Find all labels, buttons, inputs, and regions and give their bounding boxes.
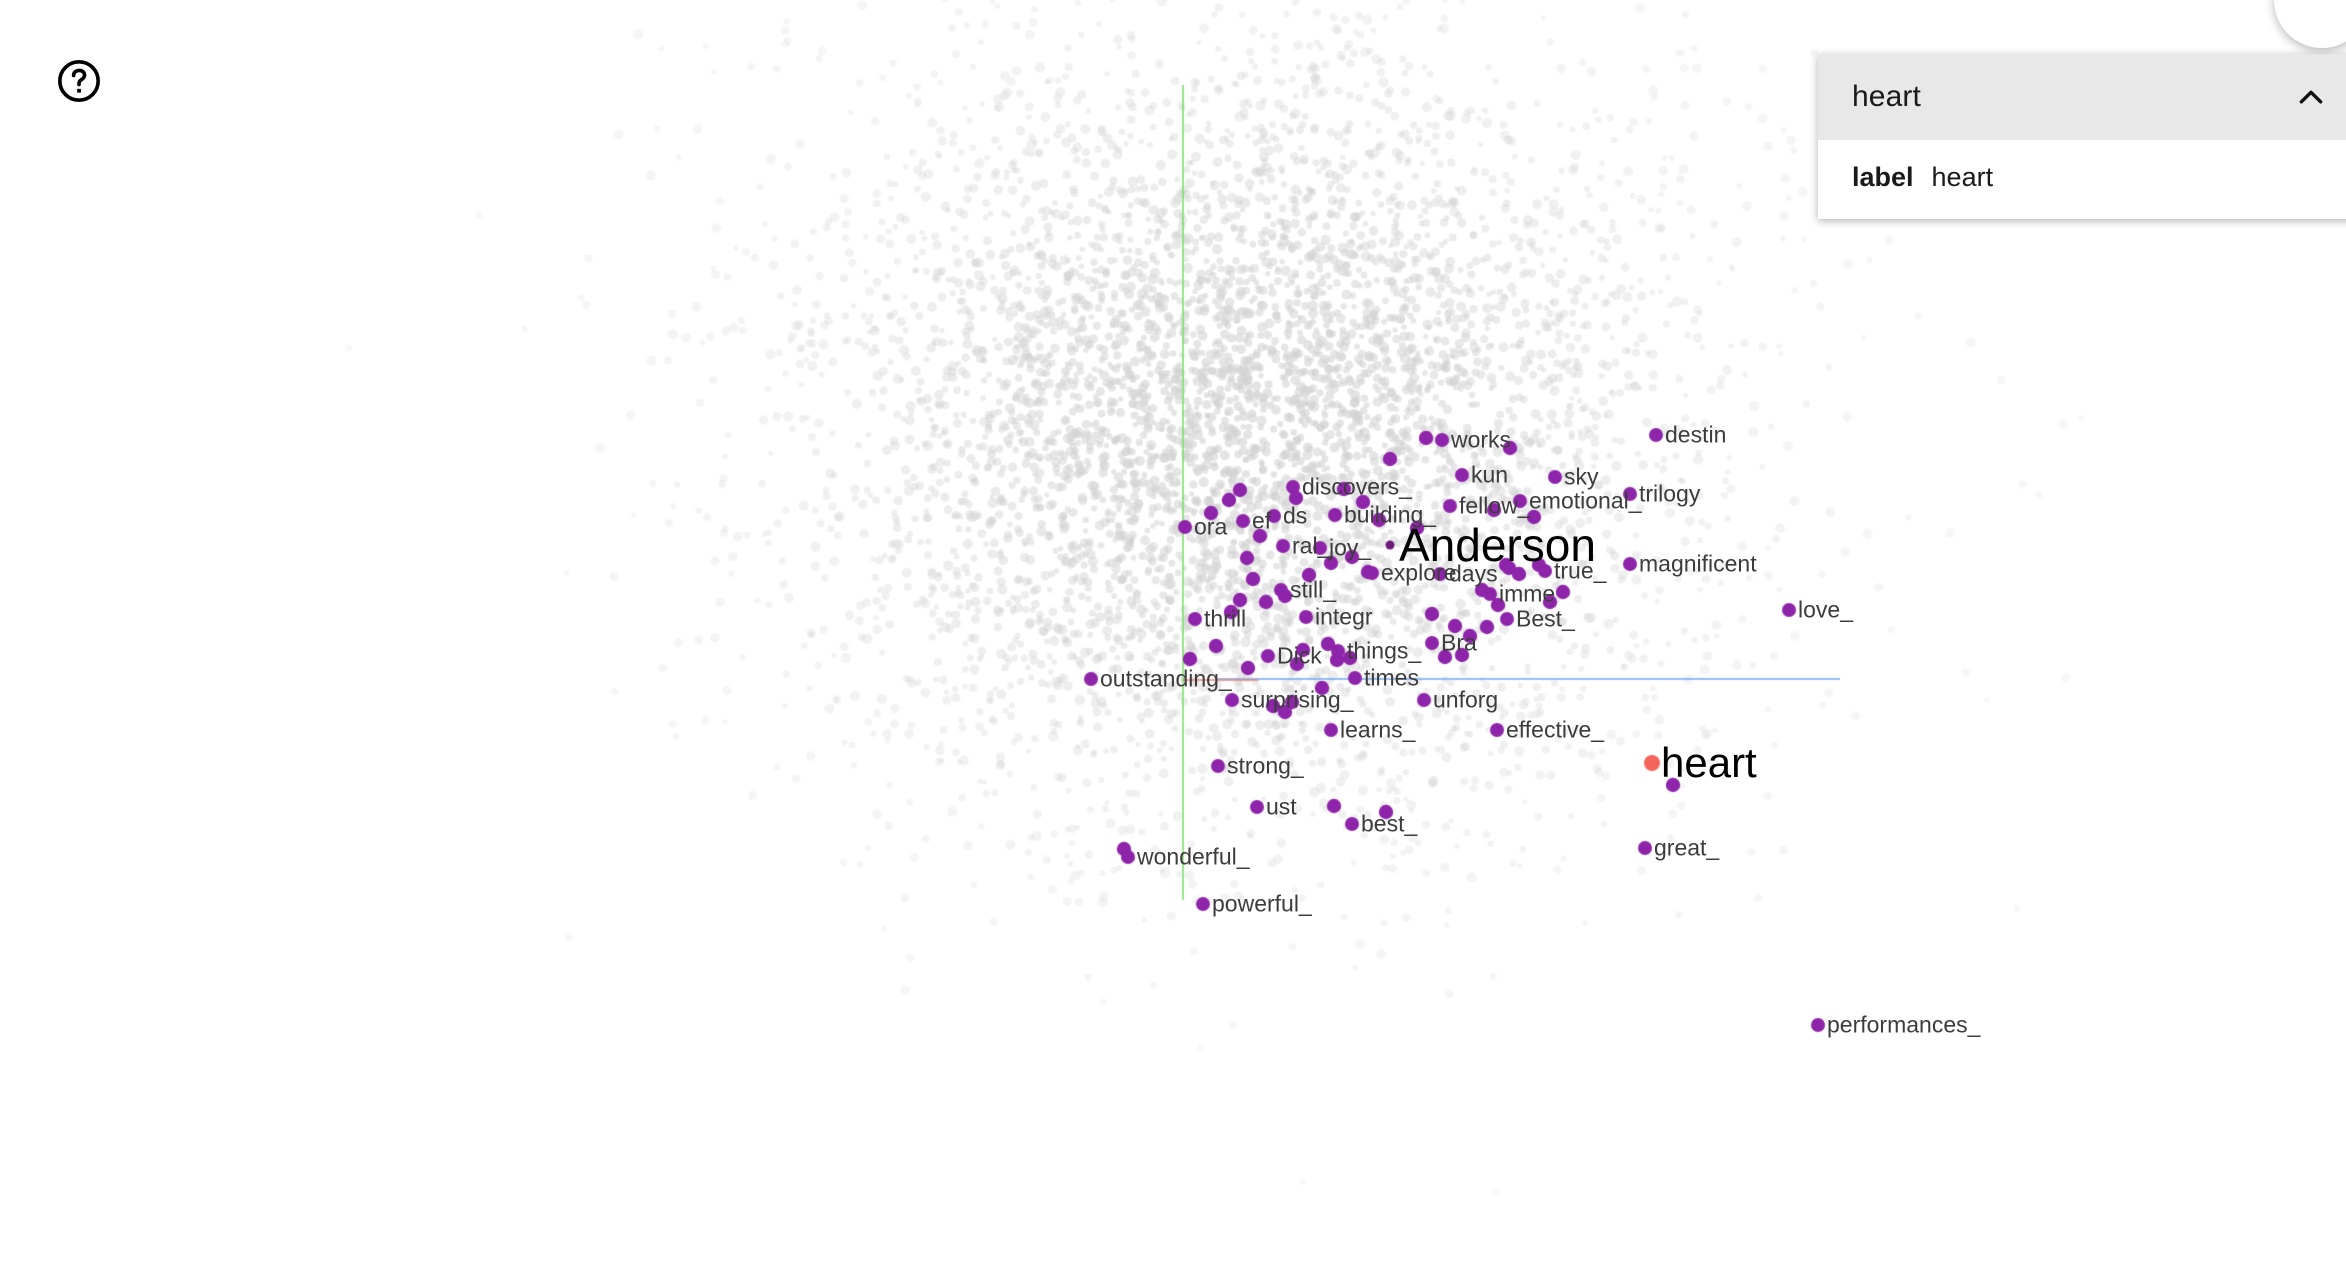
info-panel-body: label heart xyxy=(1818,140,2346,219)
chevron-up-icon[interactable] xyxy=(2294,80,2328,114)
info-panel-header[interactable]: heart xyxy=(1818,54,2346,140)
selection-info-panel: heart label heart xyxy=(1818,54,2346,219)
info-row-key: label xyxy=(1852,162,1914,192)
info-panel-title: heart xyxy=(1852,80,1921,113)
info-row-value: heart xyxy=(1931,162,1994,192)
info-row: label heart xyxy=(1852,162,2324,193)
help-icon[interactable] xyxy=(56,58,102,104)
